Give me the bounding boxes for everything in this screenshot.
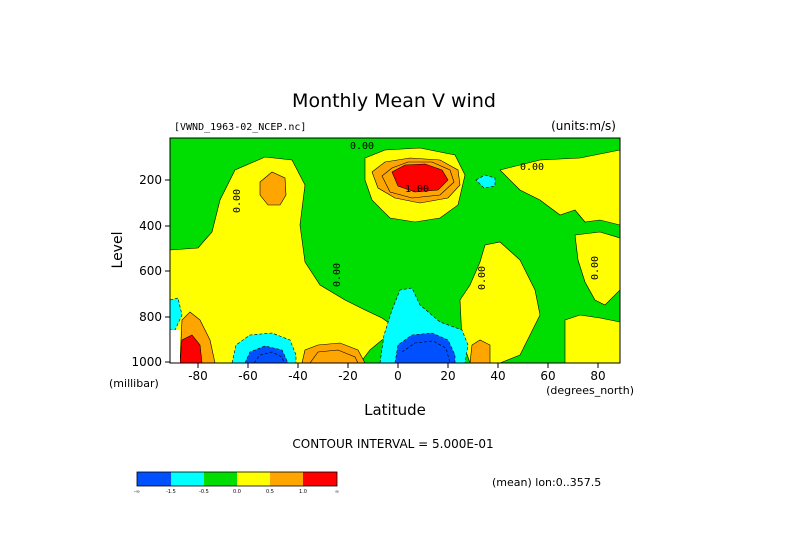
yellow-region-north	[459, 241, 541, 363]
missing-data-patch	[170, 330, 180, 363]
colorbar-swatch	[137, 472, 171, 486]
contour-label: 1.00	[405, 184, 429, 195]
x-tick-label: -40	[288, 369, 308, 383]
x-axis-label: Latitude	[364, 401, 426, 419]
cyan-cell-left-edge	[170, 297, 183, 331]
axis-ticks	[165, 179, 599, 368]
x-tick-label: 40	[490, 369, 505, 383]
red-cell-bottom-left	[179, 334, 203, 363]
y-axis-label: Level	[110, 232, 126, 269]
yellow-region-far-right	[564, 314, 620, 363]
x-axis-units: (degrees_north)	[546, 384, 634, 397]
plot-area	[170, 138, 620, 363]
colorbar-label: -∞	[134, 489, 140, 495]
colorbar-swatch	[171, 472, 204, 486]
cyan-cell-top-right	[475, 174, 496, 189]
contour-label: 0.00	[477, 266, 488, 290]
contour-line-bottom-3	[309, 349, 359, 363]
yellow-region-mid-right	[574, 231, 620, 306]
orange-cell-bottom-mid	[301, 342, 366, 363]
contour-line-bottom-2	[253, 351, 285, 363]
x-tick-label: 0	[394, 369, 402, 383]
contour-interval-label: CONTOUR INTERVAL = 5.000E-01	[292, 437, 493, 451]
x-tick-label: -60	[238, 369, 258, 383]
x-tick-label: -80	[188, 369, 208, 383]
y-tick-label: 800	[139, 310, 162, 324]
dataset-label: [VWND_1963-02_NCEP.nc]	[174, 122, 306, 133]
contour-label: 0.00	[520, 162, 544, 173]
colorbar-label: 0.0	[233, 489, 241, 495]
y-tick-label: 200	[139, 173, 162, 187]
y-tick-label: 1000	[131, 355, 162, 369]
mean-note: (mean) lon:0..357.5	[492, 476, 601, 489]
plot-frame	[169, 137, 621, 364]
yellow-region-top-right	[499, 149, 620, 226]
colorbar-swatch	[303, 472, 337, 486]
x-tick-label: 20	[440, 369, 455, 383]
y-tick-label: 400	[139, 219, 162, 233]
colorbar-label: 1.0	[299, 489, 307, 495]
colorbar-swatch	[270, 472, 303, 486]
blue-cell-equator	[394, 332, 456, 363]
colorbar-swatch	[204, 472, 237, 486]
units-label: (units:m/s)	[551, 119, 616, 133]
colorbar-frame	[136, 471, 338, 487]
colorbar-label: -0.5	[199, 489, 209, 495]
contour-label: 0.00	[590, 256, 601, 280]
x-tick-label: -20	[338, 369, 358, 383]
colorbar-label: -1.5	[166, 489, 176, 495]
x-tick-labels: -80 -60 -40 -20 0 20 40 60 80	[188, 369, 605, 383]
chart-title: Monthly Mean V wind	[292, 90, 496, 112]
y-tick-label: 600	[139, 264, 162, 278]
contour-line-top-1	[381, 161, 455, 199]
orange-cell-top-left	[259, 171, 287, 206]
colorbar-label: ∞	[335, 489, 339, 495]
contour-labels: 0.00 0.00 0.00 0.00 0.00 0.00 1.00	[232, 141, 601, 290]
colorbar: -∞ -1.5 -0.5 0.0 0.5 1.0 ∞	[134, 471, 339, 495]
colorbar-swatch	[237, 472, 270, 486]
blue-cell-south	[244, 345, 289, 363]
yellow-region-south	[170, 156, 396, 363]
y-tick-labels: 200 400 600 800 1000	[131, 173, 162, 369]
x-tick-label: 60	[540, 369, 555, 383]
contour-label: 0.00	[232, 189, 243, 213]
contour-label: 0.00	[332, 263, 343, 287]
colorbar-label: 0.5	[266, 489, 274, 495]
orange-cell-bottom-right	[469, 339, 491, 363]
x-tick-label: 80	[590, 369, 605, 383]
contour-label: 0.00	[350, 141, 374, 152]
contour-line-bottom-1	[401, 340, 451, 363]
red-cell-top	[391, 163, 449, 193]
y-axis-units: (millibar)	[109, 377, 159, 390]
